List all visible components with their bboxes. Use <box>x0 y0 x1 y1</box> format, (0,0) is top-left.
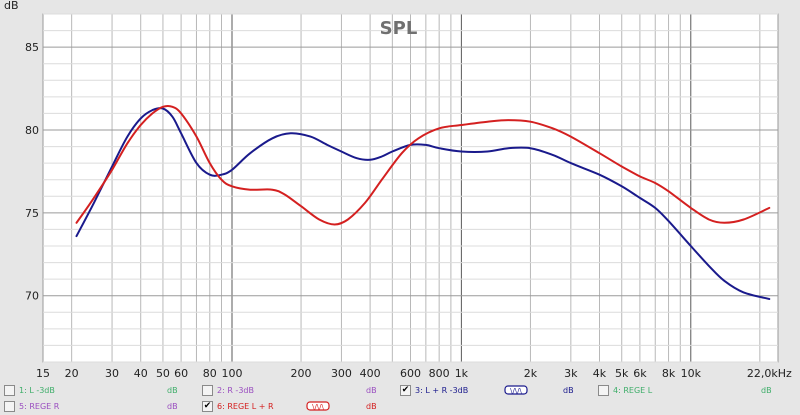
x-tick-label: 6k <box>633 367 647 380</box>
legend-item-2[interactable]: 2: R -3dB <box>202 382 254 398</box>
y-tick-label: 80 <box>25 124 39 137</box>
legend-unit-6: dB <box>366 402 377 411</box>
legend-checkbox-1[interactable] <box>4 384 15 396</box>
series-line-rege-l-plus-r <box>75 104 771 226</box>
legend-checkbox-6[interactable]: ✔ <box>202 400 213 412</box>
legend-label-5: 5: REGE R <box>19 401 60 411</box>
x-tick-label: 60 <box>174 367 188 380</box>
x-tick-label: 5k <box>615 367 629 380</box>
y-tick-label: 85 <box>25 41 39 54</box>
legend-unit-1: dB <box>167 386 178 395</box>
series-line-l-plus-r <box>75 107 771 300</box>
legend-unit-4: dB <box>761 386 772 395</box>
chart-title: SPL <box>380 18 418 39</box>
x-tick-label: 400 <box>360 367 381 380</box>
x-tick-label: 80 <box>203 367 217 380</box>
legend-checkbox-3[interactable]: ✔ <box>400 384 411 396</box>
legend-item-1[interactable]: 1: L -3dB <box>4 382 55 398</box>
x-tick-label: 15 <box>36 367 50 380</box>
legend-label-4: 4: REGE L <box>613 385 653 395</box>
legend-label-3: 3: L + R -3dB <box>415 385 469 395</box>
legend-panel: 1: L -3dB dB 2: R -3dB dB ✔ 3: L + R -3d… <box>0 380 800 415</box>
legend-item-5[interactable]: 5: REGE R <box>4 398 59 414</box>
legend-swatch-6[interactable]: \/\/\ <box>306 401 330 411</box>
y-tick-label: 70 <box>25 290 39 303</box>
x-tick-label: 800 <box>429 367 450 380</box>
legend-label-6: 6: REGE L + R <box>217 401 274 411</box>
x-tick-label: 4k <box>593 367 607 380</box>
legend-unit-5: dB <box>167 402 178 411</box>
x-tick-label: 100 <box>221 367 242 380</box>
legend-swatch-text-6: \/\/\ <box>312 403 324 411</box>
x-tick-label: 200 <box>291 367 312 380</box>
x-tick-label: 1k <box>455 367 469 380</box>
x-tick-label: 10k <box>681 367 702 380</box>
legend-checkbox-4[interactable] <box>598 384 609 396</box>
x-tick-label: 600 <box>400 367 421 380</box>
legend-unit-3: dB <box>563 386 574 395</box>
legend-label-2: 2: R -3dB <box>217 385 254 395</box>
y-tick-label: 75 <box>25 207 39 220</box>
legend-item-3[interactable]: ✔ 3: L + R -3dB <box>400 382 468 398</box>
x-tick-label: 30 <box>105 367 119 380</box>
spl-chart: 70 75 80 85 dB 15 20 30 40 50 60 80 100 200 300 400 600 8… <box>4 0 792 380</box>
legend-swatch-text-3: \/\/\ <box>510 387 522 395</box>
legend-item-4[interactable]: 4: REGE L <box>598 382 652 398</box>
legend-checkbox-5[interactable] <box>4 400 15 412</box>
legend-item-6[interactable]: ✔ 6: REGE L + R <box>202 398 274 414</box>
x-tick-label: 3k <box>564 367 578 380</box>
x-tick-label: 40 <box>134 367 148 380</box>
legend-unit-2: dB <box>366 386 377 395</box>
x-tick-label: 2k <box>524 367 538 380</box>
x-tick-label: 8k <box>662 367 676 380</box>
x-tick-label: 22,0kHz <box>747 367 792 380</box>
x-tick-label: 20 <box>65 367 79 380</box>
legend-label-1: 1: L -3dB <box>19 385 55 395</box>
y-axis-label: dB <box>4 0 19 12</box>
legend-checkbox-2[interactable] <box>202 384 213 396</box>
x-tick-label: 50 <box>156 367 170 380</box>
legend-swatch-3[interactable]: \/\/\ <box>504 385 528 395</box>
chart-svg: 70 75 80 85 dB 15 20 30 40 50 60 80 100 200 300 400 600 8… <box>4 0 792 380</box>
x-tick-label: 300 <box>331 367 352 380</box>
